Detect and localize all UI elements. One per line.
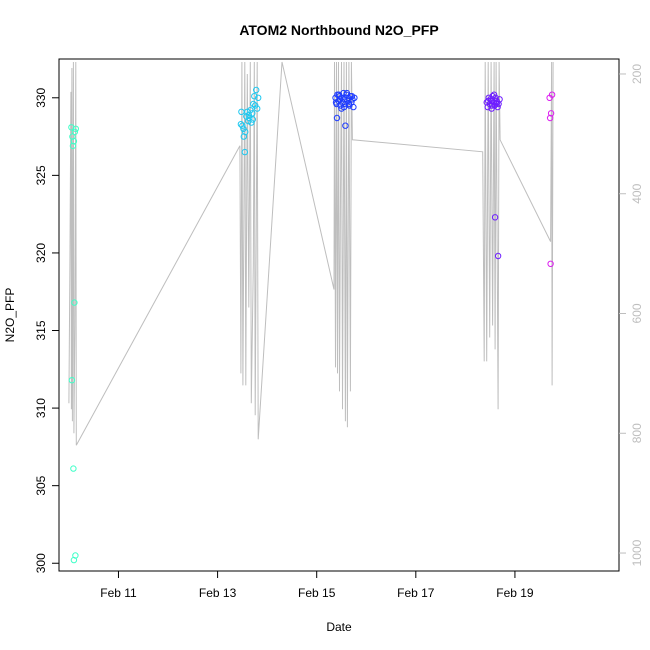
data-point <box>240 125 247 133</box>
data-point <box>490 91 498 98</box>
y-axis-right: 200 400 600 800 1000 <box>619 64 644 566</box>
data-point <box>71 299 78 306</box>
y-tick-label: 305 <box>34 475 48 495</box>
data-point <box>343 89 351 97</box>
data-point <box>333 114 341 122</box>
x-tick-label: Feb 19 <box>496 586 534 600</box>
x-axis: Feb 11 Feb 13 Feb 15 Feb 17 Feb 19 <box>100 571 534 600</box>
x-axis-label: Date <box>326 620 352 634</box>
data-point <box>249 116 257 123</box>
data-point <box>70 465 77 472</box>
data-point <box>251 93 258 100</box>
x-tick-label: Feb 13 <box>199 586 237 600</box>
data-points <box>68 86 556 564</box>
y-axis-label: N2O_PFP <box>3 288 17 343</box>
x-tick-label: Feb 11 <box>100 586 137 600</box>
data-point <box>72 125 80 133</box>
x-tick-label: Feb 15 <box>298 586 336 600</box>
y-axis-left: 300 305 310 315 320 325 330 <box>34 87 59 573</box>
data-point <box>350 103 357 111</box>
data-point <box>332 99 340 106</box>
y2-tick-label: 400 <box>630 183 644 203</box>
data-point <box>546 114 554 122</box>
data-point <box>495 100 502 108</box>
data-point <box>242 128 249 136</box>
y-tick-label: 315 <box>34 320 48 340</box>
data-point <box>547 260 554 267</box>
data-point <box>245 111 253 119</box>
data-point <box>238 108 245 116</box>
data-point <box>250 100 257 108</box>
data-point <box>488 102 496 109</box>
data-point <box>70 138 78 145</box>
data-point <box>255 94 262 102</box>
y2-tick-label: 1000 <box>630 539 644 566</box>
data-point <box>485 97 492 105</box>
y-tick-label: 310 <box>34 398 48 418</box>
data-point <box>494 103 501 111</box>
data-point <box>239 122 246 129</box>
y-tick-label: 325 <box>34 165 48 185</box>
y2-tick-label: 800 <box>630 423 644 443</box>
data-point <box>253 86 260 94</box>
pressure-line <box>68 61 554 446</box>
data-point <box>336 96 344 103</box>
data-point <box>548 91 556 98</box>
data-point <box>68 377 76 384</box>
data-point <box>241 148 249 156</box>
y2-tick-label: 200 <box>630 64 644 84</box>
data-point <box>248 119 255 126</box>
data-point <box>487 97 495 105</box>
data-point <box>348 93 356 100</box>
x-tick-label: Feb 17 <box>397 586 435 600</box>
data-point <box>249 110 256 117</box>
chart-title: ATOM2 Northbound N2O_PFP <box>239 22 438 38</box>
data-point <box>493 99 501 106</box>
data-point <box>342 122 349 129</box>
data-point <box>491 214 499 221</box>
data-point <box>335 91 343 98</box>
data-point <box>340 103 348 111</box>
y-tick-label: 320 <box>34 243 48 263</box>
data-point <box>494 252 502 260</box>
data-point <box>68 124 75 131</box>
data-point <box>69 142 77 150</box>
y-tick-label: 300 <box>34 553 48 573</box>
pressure-profile-line <box>68 61 554 446</box>
y-tick-label: 330 <box>34 87 48 107</box>
y2-tick-label: 600 <box>630 303 644 323</box>
data-point <box>72 552 79 559</box>
data-point <box>254 105 261 112</box>
data-point <box>345 100 353 108</box>
plot-frame <box>58 58 620 572</box>
data-point <box>547 110 555 117</box>
data-point <box>71 128 79 136</box>
